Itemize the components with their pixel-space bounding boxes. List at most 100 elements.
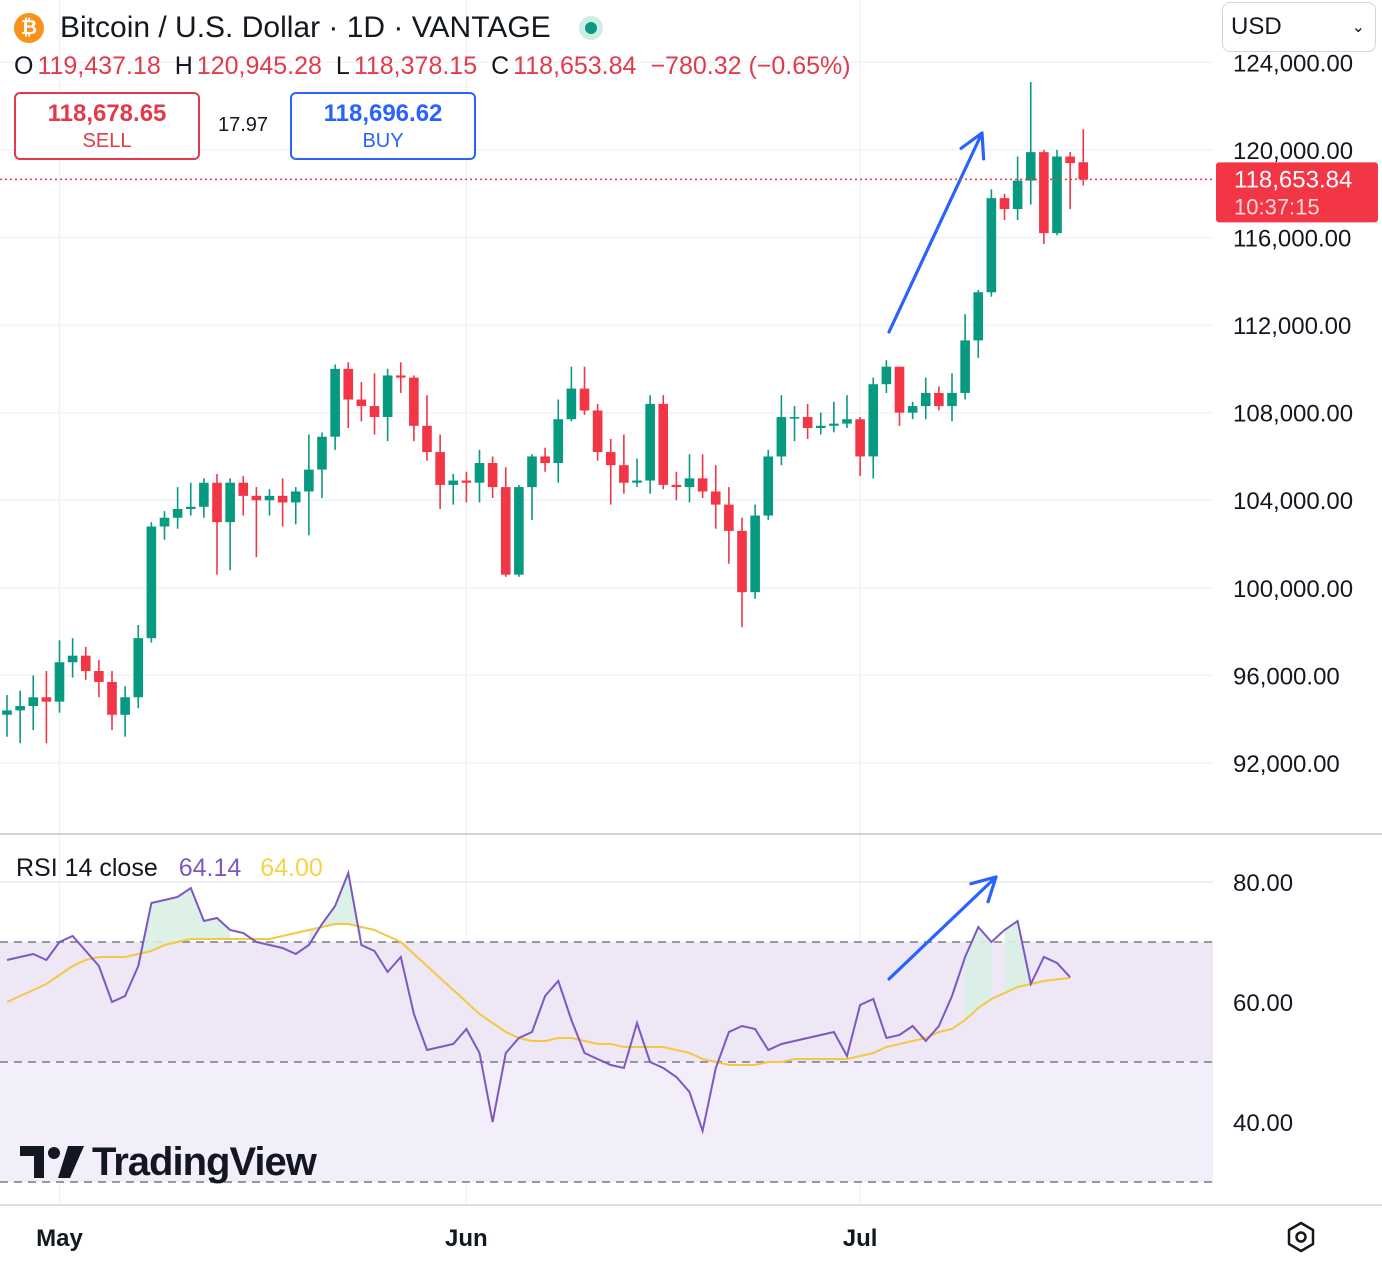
sell-button[interactable]: 118,678.65 SELL: [14, 92, 200, 160]
candle: [133, 625, 144, 709]
candle-body: [80, 655, 91, 671]
candle-body: [986, 198, 997, 293]
candle-body: [54, 662, 65, 702]
candle: [28, 675, 39, 731]
candle: [107, 670, 117, 731]
tradingview-logo-icon: [20, 1145, 84, 1178]
tradingview-logo[interactable]: TradingView: [20, 1140, 317, 1185]
rsi-title[interactable]: RSI 14 close: [16, 854, 158, 882]
candle: [920, 377, 931, 420]
candle: [212, 473, 222, 575]
candle-body: [343, 368, 354, 400]
candle: [330, 364, 340, 450]
candle-body: [789, 417, 800, 419]
candle: [684, 454, 695, 503]
arrow-shaft: [887, 131, 984, 334]
rsi-tick-label: 60.00: [1233, 990, 1293, 1017]
candle: [238, 476, 249, 516]
candle: [54, 640, 65, 713]
price-tick-label: 100,000.00: [1233, 576, 1353, 603]
rsi-band: [0, 941, 1213, 1183]
chevron-down-icon: ⌄: [1351, 19, 1365, 36]
candle-body: [540, 456, 550, 464]
candle: [395, 362, 406, 393]
arrow-shaft: [887, 875, 998, 981]
arrow-head: [969, 875, 998, 904]
candle-body: [737, 530, 747, 593]
candle: [999, 193, 1010, 221]
candle-body: [802, 417, 813, 428]
rsi-value: 64.14: [178, 854, 242, 882]
buy-price: 118,696.62: [323, 99, 443, 127]
candle-body: [94, 670, 104, 682]
candle-body: [67, 655, 78, 663]
candle: [356, 382, 367, 422]
settings-icon[interactable]: [1284, 1220, 1318, 1254]
candle: [658, 395, 669, 490]
candle: [422, 395, 432, 461]
price-tick-label: 96,000.00: [1233, 663, 1340, 690]
symbol-title[interactable]: Bitcoin / U.S. Dollar · 1D · VANTAGE: [60, 11, 551, 44]
candle: [868, 377, 879, 479]
rsi-overbought-fill: [203, 918, 217, 939]
candle: [343, 362, 354, 428]
candle: [80, 646, 91, 680]
candle: [251, 487, 262, 558]
price-tick-label: 112,000.00: [1233, 313, 1351, 340]
price-tick-label: 120,000.00: [1233, 138, 1353, 165]
tradingview-wordmark: TradingView: [92, 1140, 317, 1184]
candle: [159, 511, 170, 540]
candle-body: [251, 495, 262, 501]
candle-body: [264, 495, 275, 501]
candle: [737, 517, 747, 628]
candle: [120, 686, 130, 737]
candle-body: [527, 456, 537, 488]
candle: [986, 189, 997, 297]
axes: 92,000.00 96,000.00 100,000.00 104,000.00 10…: [0, 50, 1382, 1252]
buy-button[interactable]: 118,696.62 BUY: [290, 92, 476, 160]
last-price-box: [1216, 162, 1378, 223]
candle: [514, 484, 524, 577]
candle: [15, 690, 25, 744]
candle-body: [671, 484, 682, 488]
candle-body: [658, 403, 669, 485]
candle-body: [1052, 156, 1062, 234]
candle: [487, 456, 498, 499]
candle-body: [605, 452, 616, 466]
candle-body: [435, 452, 445, 485]
candle: [382, 368, 393, 442]
rsi-trend-arrow[interactable]: [887, 875, 998, 981]
candle: [474, 449, 485, 503]
market-status-icon[interactable]: [578, 16, 603, 40]
candle-body: [500, 487, 511, 575]
candle-body: [907, 406, 918, 413]
change-value: −780.32 (−0.65%): [650, 52, 851, 80]
candle: [448, 473, 459, 505]
rsi-ma-line: [6, 923, 1071, 1066]
candle-body: [1012, 180, 1023, 210]
candle-body: [973, 292, 984, 341]
candle: [225, 478, 235, 571]
price-trend-arrow[interactable]: [887, 131, 986, 334]
candle-body: [697, 478, 708, 492]
candle-body: [868, 384, 879, 457]
candle-body: [15, 706, 25, 711]
symbol-header: ₿ Bitcoin / U.S. Dollar · 1D · VANTAGE: [14, 6, 603, 50]
candle: [605, 438, 616, 505]
candle: [842, 395, 852, 428]
candle: [566, 366, 577, 422]
candle-body: [330, 368, 340, 437]
candle-body: [317, 436, 327, 470]
candle-body: [514, 487, 524, 575]
candle-body: [422, 425, 432, 453]
candle-body: [277, 495, 288, 503]
candle-body: [172, 508, 183, 518]
currency-select[interactable]: USD ⌄: [1222, 2, 1376, 52]
rsi-line: [6, 869, 1071, 1135]
candle: [710, 465, 721, 529]
candle-body: [960, 340, 970, 393]
rsi-legend: RSI 14 close 64.14 64.00: [16, 854, 323, 883]
price-tick-label: 116,000.00: [1233, 226, 1351, 253]
